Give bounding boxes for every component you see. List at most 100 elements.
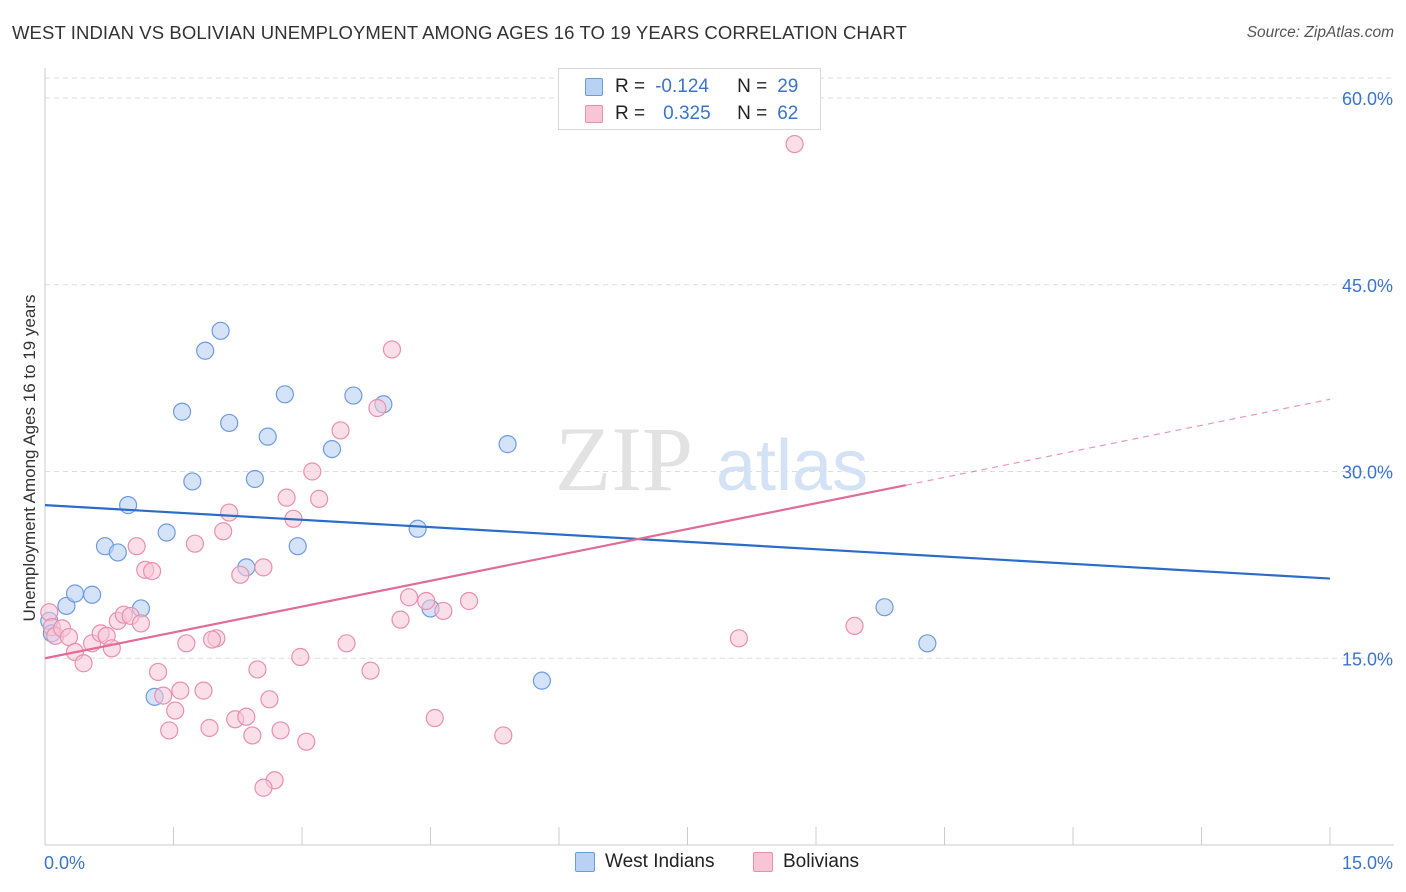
bolivians-point (185, 534, 205, 553)
west-indians-point (275, 385, 294, 404)
west-indians-point (532, 671, 551, 690)
x-tick-label: 15.0% (1342, 853, 1393, 873)
y-tick-label: 15.0% (1342, 649, 1393, 669)
bolivians-point (237, 707, 256, 726)
series-legend: West Indians Bolivians (0, 851, 1406, 877)
bolivians-point (142, 561, 162, 581)
west-indians-point (172, 402, 192, 421)
watermark: ZIP atlas (555, 408, 868, 510)
bolivians-point (40, 603, 59, 622)
bolivians-point (331, 421, 350, 440)
bolivians-point (845, 616, 864, 635)
west-indians-legend-swatch (575, 852, 595, 872)
west-indians-point (288, 537, 307, 556)
west-indians-point (875, 598, 894, 617)
r-label: R = (615, 76, 646, 97)
bolivians-point (154, 686, 173, 705)
bolivians-point (148, 662, 168, 682)
watermark-atlas: atlas (716, 426, 868, 506)
bolivians-legend-label: Bolivians (783, 851, 860, 872)
bolivians-point (291, 647, 310, 667)
bolivians-point (310, 489, 329, 508)
n-label: N = (737, 103, 768, 124)
bolivians-trend-extension (905, 398, 1331, 486)
bolivians-point (271, 721, 290, 740)
west-indians-point (258, 427, 277, 446)
west-indians-point (83, 585, 102, 604)
bolivians-swatch (585, 105, 603, 123)
r-value: -0.124 (655, 76, 709, 97)
correlation-legend: R = -0.124 N = 29 R = 0.325 N = 62 (558, 68, 821, 130)
bolivians-point (361, 661, 380, 680)
bolivians-legend-swatch (753, 852, 773, 872)
legend-item-bolivians: Bolivians (753, 851, 859, 873)
west-indians-point (65, 584, 85, 603)
bolivians-point (166, 701, 185, 720)
bolivians-point (254, 778, 273, 797)
bolivians-point (459, 591, 479, 611)
west-indians-point (57, 596, 76, 616)
y-tick-label: 30.0% (1342, 463, 1393, 483)
chart-title: WEST INDIAN VS BOLIVIAN UNEMPLOYMENT AMO… (12, 22, 907, 43)
axes (44, 68, 1394, 846)
west-indians-point (108, 543, 127, 562)
bolivians-point (337, 634, 356, 653)
bolivians-point (220, 503, 239, 522)
bolivians-point (102, 639, 121, 658)
bolivians-point (260, 690, 279, 709)
watermark-zip: ZIP (555, 408, 693, 510)
bolivians-point (171, 681, 190, 700)
west-indians-point (245, 469, 264, 489)
west-indians-point (157, 523, 176, 542)
bolivians-point (729, 629, 749, 648)
bolivians-point (303, 462, 322, 481)
r-value: 0.325 (663, 103, 711, 124)
bolivians-point (425, 708, 444, 728)
y-axis-label: Unemployment Among Ages 16 to 19 years (20, 295, 39, 622)
x-tick-label: 0.0% (44, 853, 85, 873)
bolivians-point (194, 681, 213, 700)
west-indians-point (408, 519, 427, 538)
bolivians-point (417, 591, 436, 611)
bolivians-trend-line (44, 484, 907, 660)
west-indians-legend-label: West Indians (605, 851, 715, 872)
y-tick-label: 60.0% (1342, 89, 1393, 109)
bolivians-point (494, 726, 513, 745)
west-indians-point (918, 634, 937, 653)
legend-row-west-indians: R = -0.124 N = 29 (559, 74, 798, 100)
tick-labels: 15.0% 30.0% 45.0% 60.0% 0.0% 15.0% (44, 89, 1393, 873)
bolivians-point (200, 718, 219, 738)
bolivians-point (177, 634, 196, 653)
bolivians-point (127, 537, 146, 556)
bolivians-point (434, 601, 453, 621)
legend-item-west-indians: West Indians (575, 851, 714, 873)
bolivians-point (277, 488, 296, 507)
n-value: 29 (777, 76, 799, 97)
source-credit: Source: ZipAtlas.com (1246, 24, 1394, 41)
bolivians-point (243, 726, 262, 745)
n-value: 62 (777, 103, 799, 124)
west-indians-point (498, 435, 517, 454)
west-indians-point (220, 413, 239, 433)
bolivians-point (254, 558, 273, 577)
west-indians-point (322, 439, 342, 459)
bolivians-point (382, 340, 402, 359)
bolivians-point (74, 654, 93, 673)
bolivians-point (214, 522, 233, 541)
west-indians-point (211, 321, 230, 340)
bolivians-point (248, 660, 267, 679)
bolivians-point (785, 134, 804, 154)
bolivians-point (391, 610, 410, 629)
bolivians-point (131, 614, 151, 633)
west-indians-point (344, 386, 363, 405)
west-indians-point (183, 472, 202, 491)
bolivians-point (399, 588, 419, 607)
bolivians-point (368, 398, 387, 418)
west-indians-points (40, 321, 937, 706)
y-tick-label: 45.0% (1342, 276, 1393, 296)
bolivians-point (160, 721, 179, 740)
bolivians-point (231, 565, 250, 584)
legend-row-bolivians: R = 0.325 N = 62 (559, 101, 798, 127)
n-label: N = (737, 76, 768, 97)
